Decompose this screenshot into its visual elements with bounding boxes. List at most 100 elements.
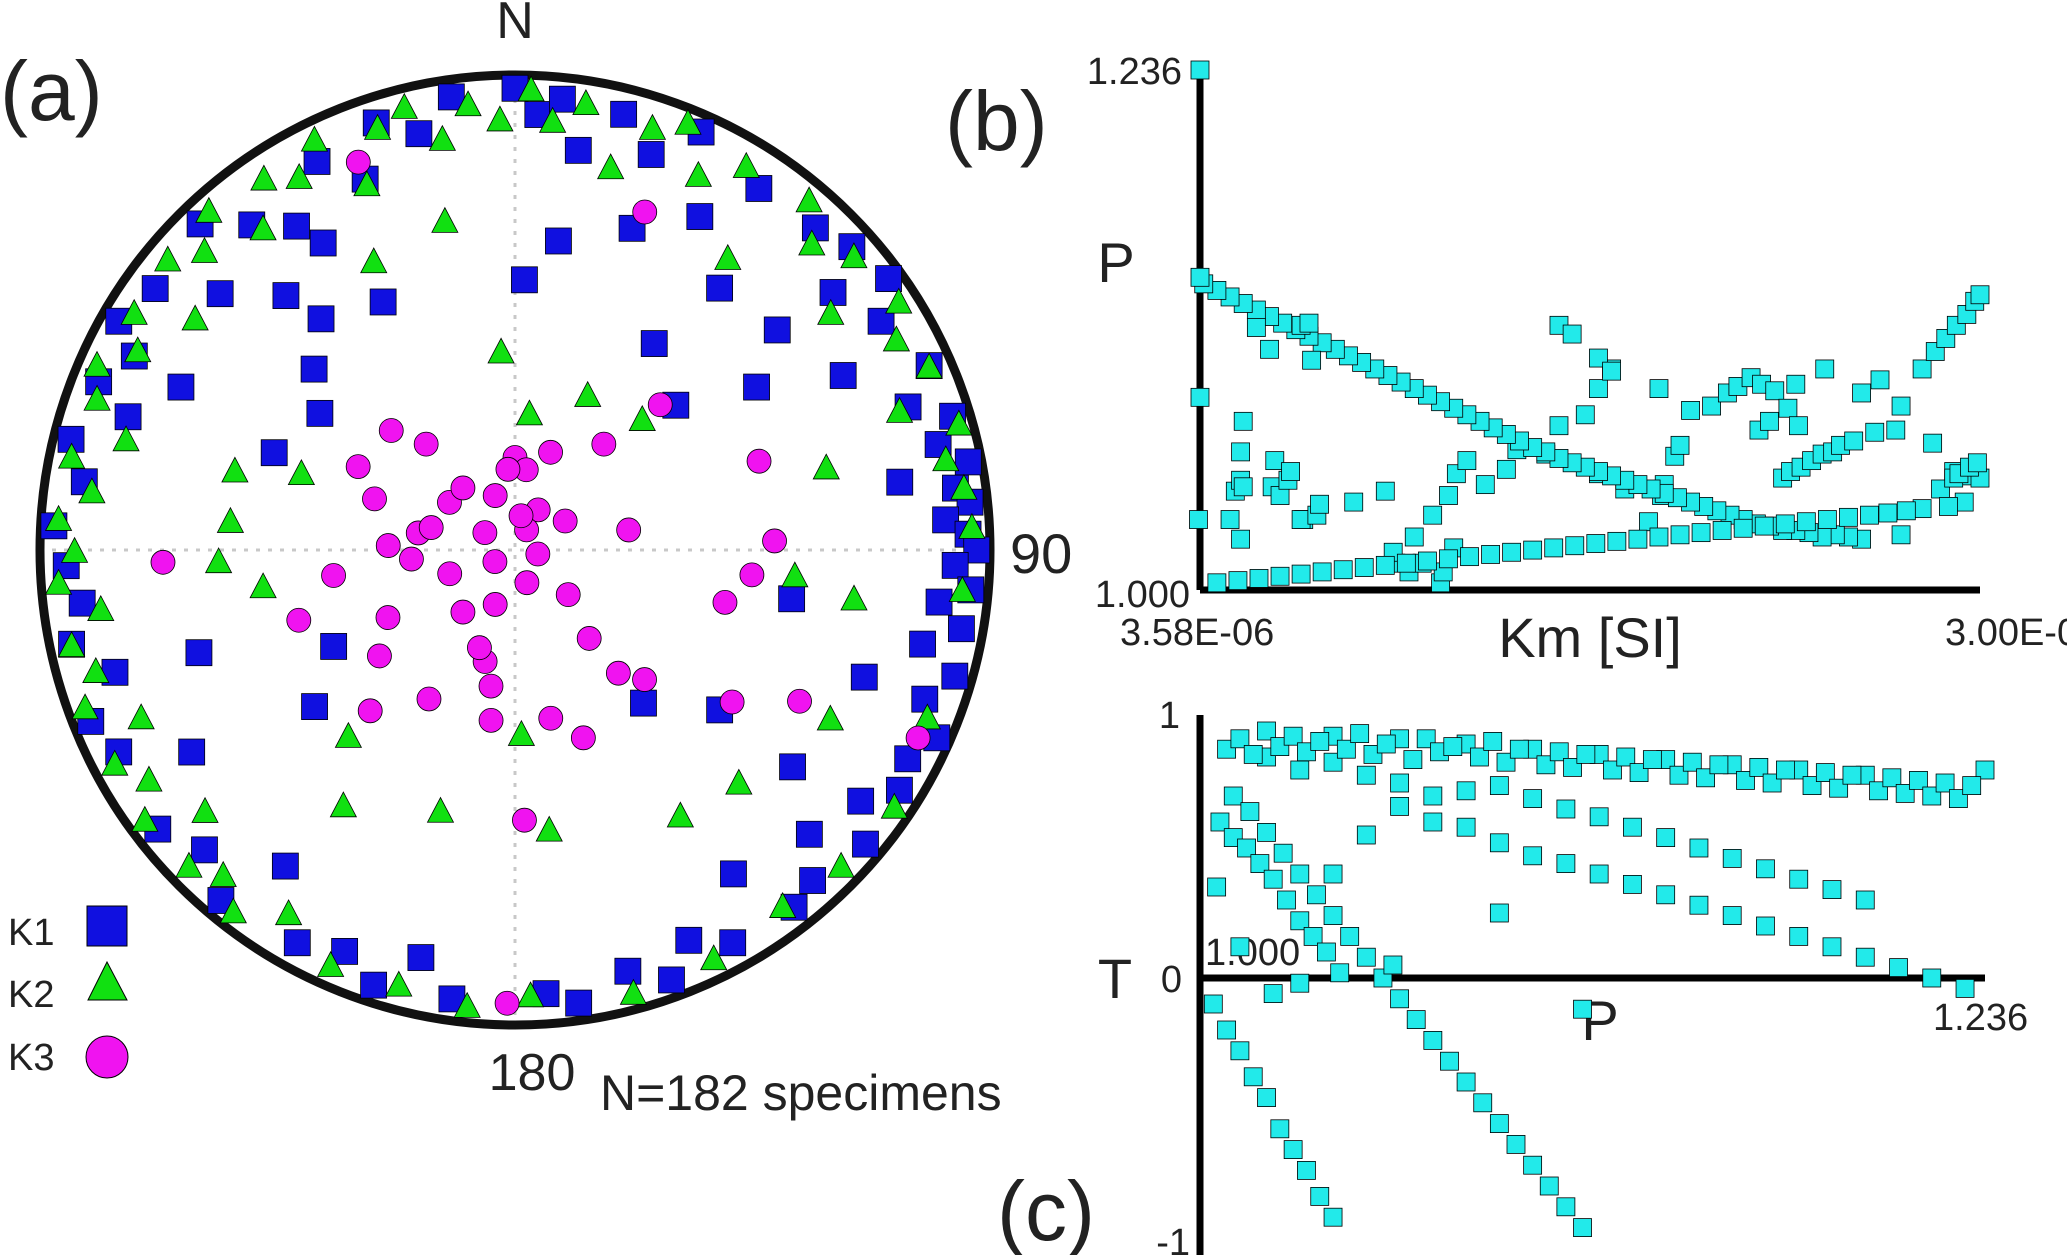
km-p-xtick-left: 3.58E-06 xyxy=(1120,612,1274,654)
data-point xyxy=(1330,963,1350,983)
data-point xyxy=(1270,566,1290,586)
k1-point xyxy=(779,753,806,781)
data-point xyxy=(1376,734,1396,754)
data-point xyxy=(1439,549,1458,569)
data-point xyxy=(1573,1218,1592,1237)
data-point xyxy=(1896,501,1916,521)
data-point xyxy=(1260,339,1279,359)
k1-point xyxy=(185,639,213,667)
k2-point xyxy=(538,106,567,133)
k2-point xyxy=(287,459,316,485)
k1-point xyxy=(875,265,902,293)
data-point xyxy=(1249,569,1269,588)
legend-item-k1: K1 xyxy=(8,905,128,954)
k2-point xyxy=(221,456,249,483)
data-point xyxy=(1523,540,1543,560)
data-point xyxy=(1203,994,1223,1014)
data-point xyxy=(1891,525,1911,545)
k1-point xyxy=(565,989,593,1017)
data-point xyxy=(1299,313,1319,333)
k2-point xyxy=(363,113,392,140)
k3-point xyxy=(508,503,534,529)
k3-point xyxy=(478,673,504,699)
data-point xyxy=(1842,765,1862,785)
k1-point xyxy=(614,957,642,985)
km-p-panel: (b) 1.236 1.000 P 3.58E-06 3.00E-04 Km [… xyxy=(945,51,2067,669)
data-point xyxy=(1336,739,1356,759)
k2-point xyxy=(112,425,140,452)
data-point xyxy=(1623,817,1642,837)
k1-point xyxy=(178,738,206,766)
data-point xyxy=(1418,551,1437,571)
legend-label-k3: K3 xyxy=(8,1037,54,1079)
k2-point xyxy=(329,791,358,818)
data-point xyxy=(1628,529,1648,549)
k1-point xyxy=(437,83,465,111)
k2-point xyxy=(249,572,277,599)
k2-point xyxy=(135,765,163,792)
data-point xyxy=(1912,359,1932,379)
k3-point xyxy=(576,626,602,651)
stereonet-panel: (a) N 90 180 N=182 specimens K1 K2 K3 xyxy=(0,0,1072,1121)
k2-point xyxy=(124,336,152,363)
k3-point xyxy=(345,454,371,480)
k2-point xyxy=(516,981,545,1008)
k1-point xyxy=(545,227,572,255)
data-point xyxy=(1589,807,1609,827)
data-point xyxy=(1891,396,1911,416)
data-point xyxy=(1754,516,1774,536)
k3-point xyxy=(482,483,508,508)
k2-point xyxy=(880,792,908,819)
k2-point xyxy=(216,506,245,533)
data-point xyxy=(1473,1093,1493,1113)
k3-point xyxy=(357,698,383,724)
km-p-ytick-top: 1.236 xyxy=(1087,51,1182,93)
k2-point xyxy=(83,384,111,411)
data-point xyxy=(1340,927,1360,946)
k2-point xyxy=(204,547,233,574)
data-point xyxy=(1423,812,1443,832)
data-point xyxy=(1443,737,1463,756)
k2-point xyxy=(950,473,978,500)
k3-point xyxy=(286,607,312,633)
data-point xyxy=(1817,510,1837,529)
stereonet-crosshair xyxy=(40,75,990,1025)
data-point xyxy=(1912,499,1932,519)
data-point xyxy=(1722,849,1742,868)
k2-point xyxy=(316,950,345,977)
k3-point xyxy=(616,517,642,543)
k3-point xyxy=(787,688,812,714)
data-point xyxy=(1855,947,1875,967)
k2-point xyxy=(360,247,388,274)
data-point xyxy=(1456,781,1476,801)
k2-point xyxy=(958,512,986,539)
k2-point xyxy=(666,801,695,828)
k2-point xyxy=(517,75,545,102)
data-point xyxy=(1642,750,1662,769)
data-point xyxy=(1354,558,1374,577)
data-point xyxy=(1390,989,1409,1009)
data-point xyxy=(1975,760,1995,780)
k3-point xyxy=(367,643,392,669)
k1-point xyxy=(886,776,913,804)
k3-point xyxy=(605,660,631,686)
k1-point xyxy=(300,355,328,383)
data-point xyxy=(1589,864,1609,884)
k2-point xyxy=(78,477,106,504)
data-point xyxy=(1312,562,1332,582)
k1-point xyxy=(954,448,982,476)
data-point xyxy=(1656,828,1676,847)
k2-point xyxy=(334,721,363,748)
k2-point xyxy=(44,568,73,595)
k1-point xyxy=(719,929,747,957)
k2-point xyxy=(57,631,86,657)
data-point xyxy=(1231,442,1250,462)
data-point xyxy=(1265,451,1285,471)
data-point xyxy=(1291,564,1311,584)
k3-point xyxy=(399,546,424,572)
k2-point xyxy=(60,536,89,563)
k1-point xyxy=(686,203,714,230)
data-point xyxy=(1656,885,1676,905)
k2-point xyxy=(57,442,86,469)
data-point xyxy=(1404,527,1424,547)
